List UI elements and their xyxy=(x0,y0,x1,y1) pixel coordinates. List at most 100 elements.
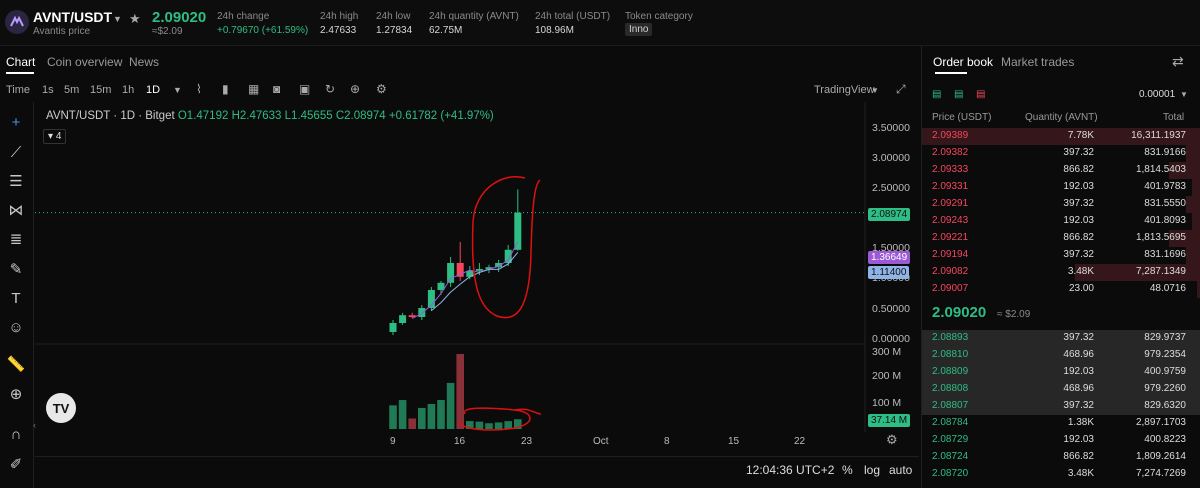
emoji-icon[interactable]: ☺ xyxy=(8,318,24,336)
ask-row[interactable]: 2.09007 23.00 48.0716 xyxy=(922,281,1200,298)
add-icon[interactable]: ⊕ xyxy=(350,82,361,96)
ruler-icon[interactable]: 📏 xyxy=(6,356,26,373)
volume-bar xyxy=(494,422,503,429)
candle-body xyxy=(399,315,407,323)
text-tool-icon[interactable]: T xyxy=(11,289,21,307)
tab-coin-overview[interactable]: Coin overview xyxy=(47,55,123,69)
pair-title[interactable]: AVNT/USDT xyxy=(33,9,113,25)
ob-price: 2.08784 xyxy=(932,417,969,428)
pattern-icon[interactable]: ⋈ xyxy=(8,202,24,219)
y-tick: 0.00000 xyxy=(872,333,910,345)
tradingview-selector[interactable]: TradingView xyxy=(814,84,875,96)
price-chart[interactable] xyxy=(35,102,919,456)
bid-row[interactable]: 2.08720 3.48K 7,274.7269 xyxy=(922,466,1200,483)
drawing-toolbar: + ⟋ ☰ ⋈ ≣ ✎ T ☺ 📏 ⊕ ∩ ✐ xyxy=(0,102,34,488)
view-both-icon[interactable]: ▤ xyxy=(932,89,942,100)
x-tick: 8 xyxy=(664,436,670,447)
horizontal-lines-icon[interactable]: ☰ xyxy=(9,173,23,190)
legend-high: H2.47633 xyxy=(231,110,282,122)
view-dropdown-icon[interactable]: ▼ xyxy=(871,86,879,95)
candle-body xyxy=(418,308,426,317)
depth-bar xyxy=(922,347,1200,364)
settings-gear-icon[interactable]: ⚙ xyxy=(376,82,387,96)
depth-bar xyxy=(922,364,1200,381)
auto-toggle[interactable]: auto xyxy=(889,463,913,477)
interval-15m[interactable]: 15m xyxy=(90,84,112,96)
ask-row[interactable]: 2.09221 866.82 1,813.5695 xyxy=(922,230,1200,247)
swap-icon[interactable]: ⇄ xyxy=(1172,53,1184,69)
ob-price: 2.08808 xyxy=(932,383,969,394)
precision-select[interactable]: 0.00001 xyxy=(1139,89,1176,100)
crosshair-icon[interactable]: + xyxy=(11,113,21,131)
ask-row[interactable]: 2.09389 7.78K 16,311.1937 xyxy=(922,128,1200,145)
indicator-toggle[interactable]: ▾ 4 xyxy=(43,129,67,144)
percent-toggle[interactable]: % xyxy=(842,463,853,477)
brush-icon[interactable]: ✎ xyxy=(9,261,23,278)
ob-price: 2.09007 xyxy=(932,283,969,294)
fullscreen-icon[interactable]: ⤢ xyxy=(896,82,906,96)
bid-row[interactable]: 2.08807 397.32 829.6320 xyxy=(922,398,1200,415)
bid-row[interactable]: 2.08729 192.03 400.8223 xyxy=(922,432,1200,449)
volume-bar xyxy=(398,400,407,429)
ask-row[interactable]: 2.09194 397.32 831.1696 xyxy=(922,247,1200,264)
x-tick: 23 xyxy=(521,436,533,447)
ob-qty: 468.96 xyxy=(1063,383,1094,394)
precision-dropdown-icon[interactable]: ▼ xyxy=(1180,90,1188,99)
bid-row[interactable]: 2.08809 192.03 400.9759 xyxy=(922,364,1200,381)
interval-1s[interactable]: 1s xyxy=(42,84,54,96)
volume-bar xyxy=(389,405,397,429)
bid-row[interactable]: 2.08784 1.38K 2,897.1703 xyxy=(922,415,1200,432)
ob-total: 829.9737 xyxy=(1144,332,1186,343)
star-icon[interactable]: ★ xyxy=(129,11,141,26)
interval-dropdown-icon[interactable]: ▼ xyxy=(173,85,182,95)
interval-1d[interactable]: 1D xyxy=(146,84,161,96)
chevron-down-icon[interactable]: ▼ xyxy=(113,14,122,24)
bid-row[interactable]: 2.08808 468.96 979.2260 xyxy=(922,381,1200,398)
chart-settings-icon[interactable]: ⚙ xyxy=(886,432,898,447)
trend-line-icon[interactable]: ⟋ xyxy=(10,143,22,161)
tab-news[interactable]: News xyxy=(129,55,160,69)
volume-bar xyxy=(408,418,416,429)
depth-bar xyxy=(1169,230,1200,247)
time-button[interactable]: Time xyxy=(6,84,31,96)
ask-row[interactable]: 2.09333 866.82 1,814.5403 xyxy=(922,162,1200,179)
refresh-icon[interactable]: ↻ xyxy=(325,82,336,96)
interval-1h[interactable]: 1h xyxy=(122,84,135,96)
ob-price: 2.09382 xyxy=(932,147,969,158)
ask-row[interactable]: 2.09291 397.32 831.5550 xyxy=(922,196,1200,213)
clock-time[interactable]: 12:04:36 UTC+2 xyxy=(746,463,835,477)
collapse-toolbar-icon[interactable]: ‹ xyxy=(33,420,36,430)
category-badge[interactable]: Inno xyxy=(625,23,653,36)
calendar-icon[interactable]: ▣ xyxy=(299,82,311,96)
ask-row[interactable]: 2.09243 192.03 401.8093 xyxy=(922,213,1200,230)
fib-icon[interactable]: ≣ xyxy=(9,231,23,248)
view-asks-icon[interactable]: ▤ xyxy=(976,89,986,100)
ob-price: 2.08724 xyxy=(932,451,969,462)
ob-qty: 3.48K xyxy=(1067,266,1094,277)
volume-tick: 300 M xyxy=(872,346,902,358)
indicators-icon[interactable]: ⌇ xyxy=(196,82,202,96)
lock-edit-icon[interactable]: ✐ xyxy=(9,456,23,473)
candle-type-icon[interactable]: ▮ xyxy=(222,82,229,96)
magnet-icon[interactable]: ∩ xyxy=(10,425,22,443)
tab-order-book[interactable]: Order book xyxy=(933,55,994,69)
view-bids-icon[interactable]: ▤ xyxy=(954,89,964,100)
depth-bar xyxy=(922,381,1200,398)
ask-row[interactable]: 2.09382 397.32 831.9166 xyxy=(922,145,1200,162)
camera-icon[interactable]: ◙ xyxy=(273,82,281,96)
legend-symbol: AVNT/USDT · 1D · Bitget xyxy=(46,110,175,122)
x-tick: 15 xyxy=(728,436,740,447)
tab-chart[interactable]: Chart xyxy=(6,55,36,69)
legend-low: L1.45655 xyxy=(284,110,333,122)
bid-row[interactable]: 2.08893 397.32 829.9737 xyxy=(922,330,1200,347)
bid-row[interactable]: 2.08810 468.96 979.2354 xyxy=(922,347,1200,364)
ob-qty: 1.38K xyxy=(1067,417,1094,428)
ask-row[interactable]: 2.09082 3.48K 7,287.1349 xyxy=(922,264,1200,281)
zoom-icon[interactable]: ⊕ xyxy=(9,386,23,403)
layout-icon[interactable]: ▦ xyxy=(248,82,260,96)
bid-row[interactable]: 2.08724 866.82 1,809.2614 xyxy=(922,449,1200,466)
log-toggle[interactable]: log xyxy=(864,463,881,477)
ask-row[interactable]: 2.09331 192.03 401.9783 xyxy=(922,179,1200,196)
tab-market-trades[interactable]: Market trades xyxy=(1001,55,1075,69)
interval-5m[interactable]: 5m xyxy=(64,84,80,96)
